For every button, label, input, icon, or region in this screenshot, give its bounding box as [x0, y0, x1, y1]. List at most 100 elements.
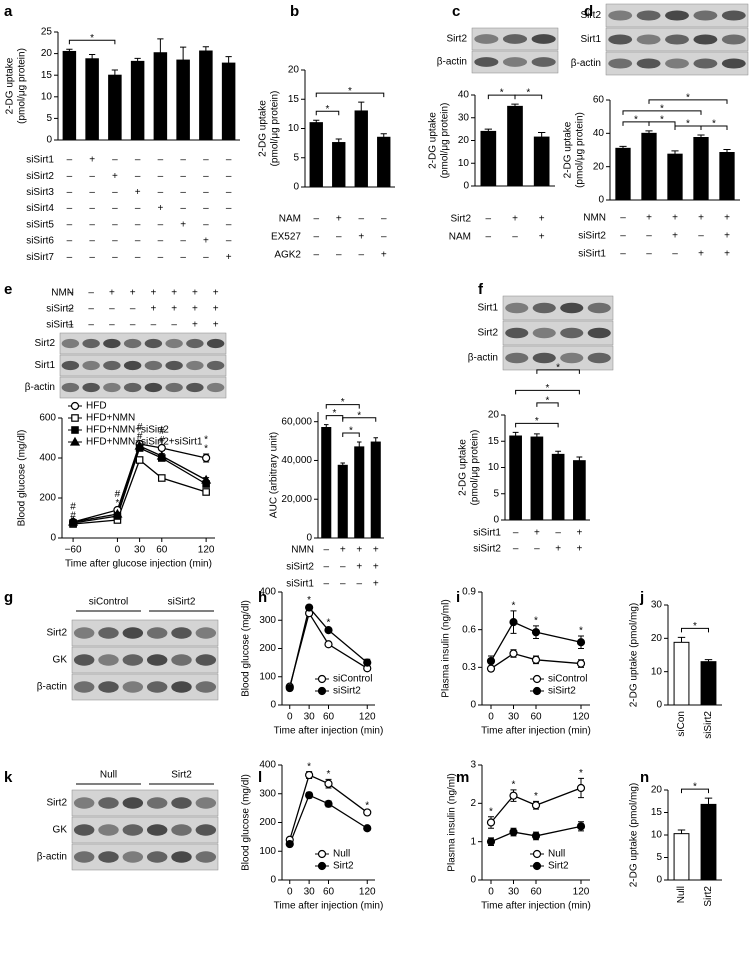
error-bar	[619, 145, 627, 149]
condition-sign: –	[67, 219, 73, 230]
y-tick-label: 0	[598, 195, 604, 206]
blot-label: GK	[53, 655, 68, 666]
error-bar	[677, 636, 686, 643]
error-bar	[645, 130, 653, 134]
x-tick-label: 30	[134, 545, 146, 556]
blot-band	[195, 681, 217, 693]
significance-bracket	[68, 39, 116, 45]
y-tick-label: 0	[470, 875, 476, 886]
y-tick-label: 10	[651, 830, 663, 841]
significance-bracket	[648, 121, 676, 126]
blot-band	[665, 34, 689, 45]
blot-band	[560, 327, 584, 339]
condition-sign: –	[356, 579, 362, 590]
blot-label: β-actin	[25, 382, 55, 393]
bar	[700, 803, 717, 881]
y-axis-label: (pmol/μg protein)	[17, 48, 28, 124]
y-tick-label: 10	[41, 91, 53, 102]
data-point	[324, 640, 333, 649]
significance-bracket	[622, 110, 702, 115]
condition-sign: –	[226, 155, 232, 166]
y-axis-label: 2-DG uptake	[5, 57, 16, 114]
error-bar	[313, 119, 320, 123]
condition-sign: –	[620, 231, 626, 242]
condition-sign: –	[203, 219, 209, 230]
significance-mark: *	[686, 92, 690, 103]
condition-sign: –	[130, 304, 136, 315]
condition-sign: –	[336, 250, 342, 261]
group-label: siControl	[89, 597, 128, 608]
x-axis-label: Time after injection (min)	[481, 901, 591, 912]
legend-label: Sirt2	[333, 861, 354, 872]
blot-band	[195, 851, 217, 863]
significance-mark: *	[349, 426, 353, 437]
condition-label: siSirt4	[26, 203, 54, 214]
condition-label: EX527	[271, 232, 301, 243]
condition-sign: –	[67, 187, 73, 198]
y-tick-label: 600	[39, 413, 56, 424]
significance-mark: *	[634, 114, 638, 125]
blot-band	[195, 797, 217, 809]
x-tick-label: 120	[359, 887, 376, 898]
blot-band	[693, 58, 718, 69]
x-axis-label: Time after glucose injection (min)	[65, 559, 212, 570]
blot-band	[636, 34, 661, 45]
data-point	[201, 474, 212, 484]
condition-sign: –	[340, 562, 346, 573]
panel-letter: k	[4, 769, 13, 786]
blot-band	[608, 10, 633, 21]
y-axis-label: Blood glucose (mg/dl)	[241, 774, 252, 871]
y-axis-label: (pmol/μg protein)	[270, 91, 281, 167]
blot-band	[532, 352, 556, 364]
condition-sign: –	[67, 203, 73, 214]
condition-sign: +	[381, 250, 387, 261]
blot-label: β-actin	[37, 682, 67, 693]
y-tick-label: 15	[41, 70, 53, 81]
condition-sign: –	[512, 232, 518, 243]
data-point	[363, 808, 372, 817]
condition-sign: –	[620, 249, 626, 260]
blot-band	[721, 58, 746, 69]
y-tick-label: 15	[651, 807, 663, 818]
blot-band	[103, 360, 121, 371]
condition-sign: –	[67, 171, 73, 182]
blot-band	[146, 824, 168, 836]
legend-marker	[532, 849, 542, 859]
significance-bracket	[536, 369, 580, 374]
condition-sign: –	[646, 231, 652, 242]
significance-mark: *	[534, 791, 538, 802]
legend-label: HFD	[86, 401, 107, 412]
blot-band	[665, 10, 689, 21]
condition-sign: –	[358, 250, 364, 261]
blot-band	[186, 360, 204, 371]
bar	[719, 152, 735, 201]
data-point	[285, 839, 294, 849]
panel-letter: g	[4, 589, 13, 606]
blot-band	[165, 382, 183, 393]
blot-label: Sirt2	[34, 338, 55, 349]
condition-sign: –	[336, 232, 342, 243]
blot-band	[474, 34, 499, 44]
data-point	[363, 824, 372, 833]
significance-mark: *	[489, 806, 493, 817]
error-bar	[484, 128, 492, 132]
panel-letter: c	[452, 3, 460, 20]
significance-mark: *	[526, 88, 530, 99]
panel-letter: m	[456, 769, 469, 786]
error-bar	[335, 138, 342, 143]
condition-sign: +	[89, 155, 95, 166]
y-tick-label: 0	[493, 515, 499, 526]
condition-sign: +	[373, 562, 379, 573]
blot-band	[505, 352, 529, 364]
significance-bracket	[536, 402, 559, 407]
y-axis-label: 2-DG uptake	[428, 112, 439, 169]
data-point	[68, 516, 79, 526]
blot-label: β-actin	[437, 57, 467, 68]
blot-band	[98, 627, 119, 639]
y-tick-label: 0	[50, 533, 56, 544]
y-tick-label: 0	[46, 135, 52, 146]
x-tick-label: 30	[508, 712, 520, 723]
condition-sign: –	[89, 219, 95, 230]
data-point	[531, 628, 541, 637]
